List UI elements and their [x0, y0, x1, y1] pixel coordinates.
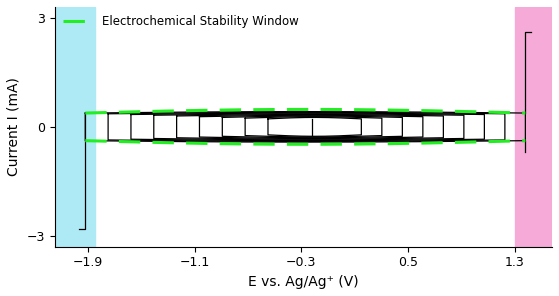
Legend: Electrochemical Stability Window: Electrochemical Stability Window — [60, 13, 301, 30]
Y-axis label: Current I (mA): Current I (mA) — [7, 78, 21, 176]
Bar — [55, 7, 94, 247]
Bar — [515, 7, 552, 247]
X-axis label: E vs. Ag/Ag⁺ (V): E vs. Ag/Ag⁺ (V) — [248, 275, 359, 289]
